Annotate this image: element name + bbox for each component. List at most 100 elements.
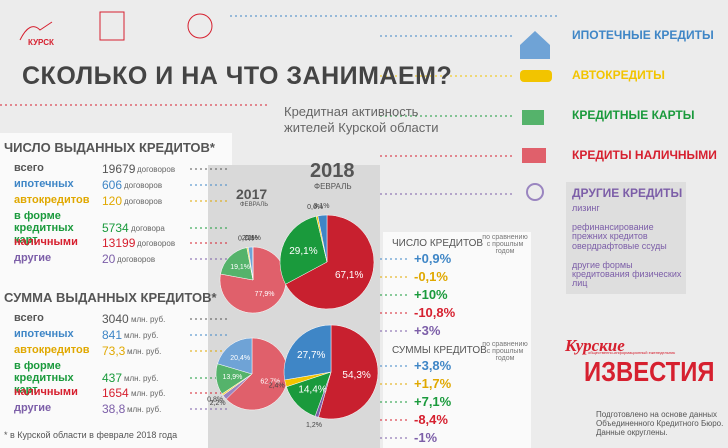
row-value: 13199 bbox=[102, 236, 136, 250]
row-label: в форме кредитных карт bbox=[14, 360, 74, 396]
row-value: 606 bbox=[102, 178, 123, 192]
row-unit: договоров bbox=[124, 181, 163, 190]
row-value: 38,8 bbox=[102, 402, 126, 416]
title: СКОЛЬКО И НА ЧТО ЗАНИМАЕМ? bbox=[22, 62, 453, 90]
pie-slice bbox=[225, 337, 289, 411]
change-value: -1% bbox=[414, 430, 438, 445]
icon bbox=[99, 11, 125, 41]
row-unit: договоров bbox=[124, 197, 163, 206]
row-unit: договоров bbox=[117, 255, 156, 264]
logo-tagline: общественно-информационный еженедельник bbox=[588, 350, 676, 355]
pie-label: 2,2% bbox=[210, 400, 226, 407]
change-value: +0,9% bbox=[414, 251, 452, 266]
pie-label: 14,4% bbox=[298, 385, 326, 396]
row-unit: млн. руб. bbox=[127, 347, 162, 356]
left-panel bbox=[0, 133, 232, 448]
pie-label: 77,9% bbox=[255, 291, 275, 298]
row-label: автокредитов bbox=[14, 194, 90, 206]
icon bbox=[522, 110, 544, 125]
change-value: +1,7% bbox=[414, 376, 452, 391]
icon bbox=[19, 21, 53, 41]
pie-label: 0,7% bbox=[238, 235, 254, 242]
row-value: 19679 bbox=[102, 162, 136, 176]
section-title: СУММА ВЫДАННЫХ КРЕДИТОВ* bbox=[4, 290, 217, 305]
icon bbox=[526, 183, 544, 201]
change-note: по сравнению с прошлым годом bbox=[482, 234, 528, 255]
other-item: овердрафтовые ссуды bbox=[572, 241, 667, 251]
row-unit: млн. руб. bbox=[131, 389, 166, 398]
row-unit: договора bbox=[131, 224, 165, 233]
icon bbox=[522, 148, 546, 163]
logo-main: ИЗВЕСТИЯ bbox=[584, 356, 715, 387]
row-unit: млн. руб. bbox=[127, 405, 162, 414]
category-label: ИПОТЕЧНЫЕ КРЕДИТЫ bbox=[572, 28, 714, 42]
pie-label: 62,7% bbox=[260, 379, 280, 386]
footnote: * в Курской области в феврале 2018 года bbox=[4, 430, 178, 440]
credit: Подготовлено на основе данных Объединенн… bbox=[596, 410, 724, 437]
change-value: -0,1% bbox=[414, 269, 448, 284]
row-unit: млн. руб. bbox=[124, 374, 159, 383]
change-title: ЧИСЛО КРЕДИТОВ bbox=[392, 238, 484, 249]
pie-label: 27,7% bbox=[297, 350, 325, 361]
row-value: 3040 bbox=[102, 312, 129, 326]
pie-label: 1,2% bbox=[306, 422, 322, 429]
pie-slice bbox=[283, 324, 332, 381]
change-note: по сравнению с прошлым годом bbox=[482, 341, 528, 362]
other-box bbox=[566, 182, 686, 294]
change-value: +7,1% bbox=[414, 394, 452, 409]
pie-label: 13,9% bbox=[222, 374, 242, 381]
row-value: 73,3 bbox=[102, 344, 126, 358]
row-unit: млн. руб. bbox=[124, 331, 159, 340]
row-value: 120 bbox=[102, 194, 123, 208]
row-unit: договоров bbox=[137, 165, 176, 174]
subtitle: Кредитная активность жителей Курской обл… bbox=[284, 104, 439, 135]
row-value: 1654 bbox=[102, 386, 129, 400]
pie-label: 0,6% bbox=[307, 204, 323, 211]
category-label: АВТОКРЕДИТЫ bbox=[572, 68, 665, 82]
change-title: СУММЫ КРЕДИТОВ bbox=[392, 345, 487, 356]
pie-label: 2,4% bbox=[269, 382, 285, 389]
pie-slice bbox=[220, 247, 254, 281]
pie-label: 3,1% bbox=[314, 203, 330, 210]
row-label: ипотечных bbox=[14, 178, 74, 190]
row-label: наличными bbox=[14, 386, 78, 398]
pie-label: 54,3% bbox=[342, 370, 370, 381]
change-value: -8,4% bbox=[414, 412, 448, 427]
logo-top: Курские bbox=[565, 336, 625, 355]
row-label: ипотечных bbox=[14, 328, 74, 340]
change-value: +10% bbox=[414, 287, 448, 302]
pie-slice bbox=[285, 214, 375, 310]
category-label: КРЕДИТЫ НАЛИЧНЫМИ bbox=[572, 148, 717, 162]
icon bbox=[187, 13, 213, 39]
pie-label: 67,1% bbox=[335, 270, 363, 281]
category-label: ДРУГИЕ КРЕДИТЫ bbox=[572, 186, 683, 200]
other-item: другие формы кредитования физических лиц bbox=[572, 260, 682, 288]
row-value: 841 bbox=[102, 328, 123, 342]
change-value: +3% bbox=[414, 323, 441, 338]
row-label: всего bbox=[14, 162, 44, 174]
pie-slice bbox=[279, 215, 328, 285]
pie-slice bbox=[317, 214, 328, 263]
row-label: в форме кредитных карт bbox=[14, 210, 74, 246]
row-label: всего bbox=[14, 312, 44, 324]
month: ФЕВРАЛЬ bbox=[240, 202, 269, 208]
month: ФЕВРАЛЬ bbox=[314, 182, 352, 191]
icon bbox=[520, 70, 552, 82]
row-label: другие bbox=[14, 402, 52, 414]
pie-label: 20,4% bbox=[230, 355, 250, 362]
row-label: наличными bbox=[14, 236, 78, 248]
row-unit: договоров bbox=[137, 239, 176, 248]
icon bbox=[520, 31, 550, 59]
pie-slice bbox=[318, 324, 379, 420]
pie-label: 19,1% bbox=[230, 264, 250, 271]
row-label: другие bbox=[14, 252, 52, 264]
pie-slice bbox=[217, 337, 253, 375]
year: 2018 bbox=[310, 160, 355, 182]
category-label: КРЕДИТНЫЕ КАРТЫ bbox=[572, 108, 695, 122]
pie-label: 2,2% bbox=[242, 235, 258, 242]
other-item: рефинансирование прежних кредитов bbox=[572, 222, 654, 241]
row-value: 5734 bbox=[102, 221, 129, 235]
pie-label: 0,1% bbox=[245, 235, 261, 242]
